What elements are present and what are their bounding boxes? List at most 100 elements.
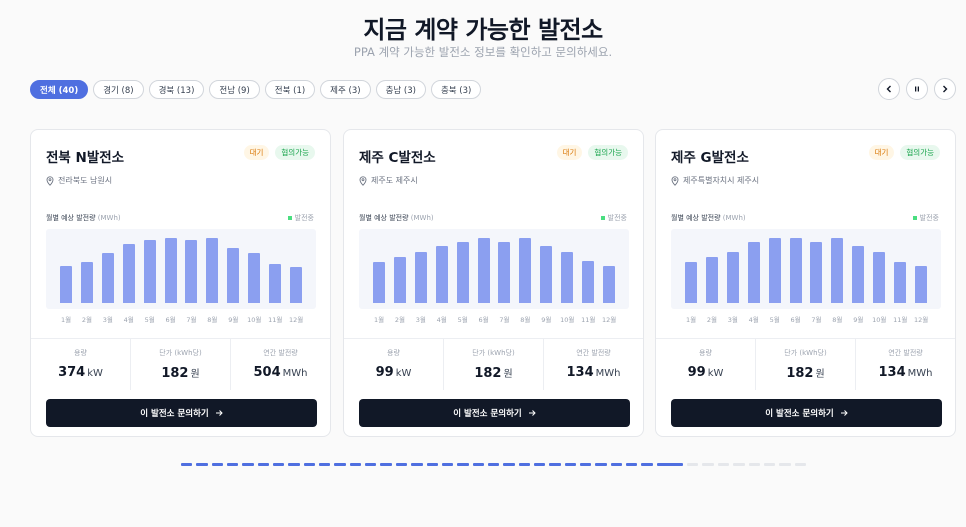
chart-bar-month-1	[373, 262, 385, 303]
month-label: 9월	[853, 316, 864, 324]
stat-annual: 연간 발전량 134 MWh	[544, 339, 643, 390]
progress-segment	[411, 463, 423, 466]
chart-bar-month-9	[852, 246, 865, 303]
filter-chip-all[interactable]: 전체 (40)	[30, 80, 89, 99]
carousel-prev-button[interactable]	[878, 78, 900, 100]
carousel-next-button[interactable]	[934, 78, 956, 100]
chart-bar-month-1	[60, 266, 72, 303]
plant-location: 전라북도 남원시	[46, 175, 112, 186]
filter-chip-chungbuk[interactable]: 충북 (3)	[430, 80, 482, 99]
chart-unit: (MWh)	[722, 214, 746, 222]
capacity-label: 용량	[74, 349, 87, 357]
chart-bar-month-2	[705, 257, 718, 303]
stat-capacity: 용량 99 kW	[344, 339, 444, 390]
progress-segment	[457, 463, 469, 466]
chart-bar-month-6	[477, 238, 490, 303]
chart-label: 월별 예상 발전량 (MWh)	[671, 213, 746, 223]
month-label: 8월	[832, 316, 843, 324]
progress-segment	[748, 463, 760, 466]
chart-bar-month-12	[602, 266, 615, 303]
plant-badges: 대기 협의가능	[556, 145, 628, 160]
chart-bar-month-10	[873, 252, 886, 303]
card-divider	[344, 338, 643, 339]
month-label: 10월	[560, 316, 575, 324]
plant-card: 제주 G발전소 대기 협의가능 제주특별자치시 제주시 월별 예상 발전량 (M…	[655, 129, 956, 437]
filter-chip-gyeongbuk[interactable]: 경북 (13)	[148, 80, 205, 99]
arrow-right-icon	[215, 410, 223, 416]
chart-bar-month-3	[101, 253, 114, 303]
month-label: 4월	[436, 316, 447, 324]
inquiry-button[interactable]: 이 발전소 문의하기	[46, 399, 317, 427]
chart-bar-month-6	[164, 238, 177, 303]
location-pin-icon	[671, 175, 679, 186]
arrow-right-icon	[840, 410, 848, 416]
status-badge: 대기	[556, 145, 583, 160]
month-label: 5월	[457, 316, 468, 324]
month-label: 9월	[228, 316, 239, 324]
plant-badges: 대기 협의가능	[243, 145, 315, 160]
chart-bar-month-2	[80, 262, 93, 303]
annual-value: 504	[253, 365, 281, 380]
month-axis: 1월 2월 3월 4월 5월 6월 7월 8월 9월 10월 11월 12월	[46, 314, 316, 324]
filter-chip-jeju[interactable]: 제주 (3)	[320, 80, 371, 99]
month-label: 8월	[520, 316, 531, 324]
location-text: 제주특별자치시 제주시	[683, 176, 760, 185]
month-label: 1월	[373, 316, 385, 324]
month-label: 4월	[123, 316, 134, 324]
progress-segment	[227, 463, 239, 466]
chart-bar-month-10	[561, 252, 574, 303]
chart-bar-month-12	[914, 266, 927, 303]
filter-chip-chungnam[interactable]: 충남 (3)	[375, 80, 426, 99]
progress-segment	[763, 463, 776, 466]
inquiry-button[interactable]: 이 발전소 문의하기	[359, 399, 630, 427]
progress-segment	[395, 463, 408, 466]
progress-segment	[257, 463, 270, 466]
month-label: 3월	[415, 316, 426, 324]
chart-bar-month-4	[435, 246, 448, 303]
carousel-pause-button[interactable]	[906, 78, 928, 100]
capacity-value: 99	[375, 365, 394, 380]
month-label: 12월	[913, 316, 929, 324]
month-label: 2월	[81, 316, 92, 324]
annual-label: 연간 발전량	[263, 349, 298, 357]
inquiry-button[interactable]: 이 발전소 문의하기	[671, 399, 942, 427]
month-label: 6월	[790, 316, 801, 324]
stat-price: 단가 (kWh당) 182 원	[756, 339, 856, 390]
filter-chip-gyeonggi[interactable]: 경기 (8)	[93, 80, 144, 99]
progress-segment	[625, 463, 638, 466]
progress-segment	[779, 463, 791, 466]
legend-dot	[912, 216, 917, 220]
progress-segment	[196, 463, 208, 466]
region-filter-bar: 전체 (40) 경기 (8) 경북 (13) 전남 (9) 전북 (1) 제주 …	[30, 80, 482, 99]
chart-bar-month-8	[519, 238, 532, 303]
stat-price: 단가 (kWh당) 182 원	[131, 339, 231, 390]
progress-segment	[656, 463, 684, 466]
month-label: 11월	[581, 316, 596, 324]
price-unit: 원	[815, 369, 825, 380]
chart-bar-month-7	[185, 240, 198, 303]
pause-icon	[915, 86, 919, 92]
plant-location: 제주도 제주시	[359, 175, 418, 186]
month-label: 2월	[706, 316, 717, 324]
filter-chip-jeonnam[interactable]: 전남 (9)	[209, 80, 260, 99]
month-label: 5월	[144, 316, 155, 324]
month-axis: 1월 2월 3월 4월 5월 6월 7월 8월 9월 10월 11월 12월	[671, 314, 941, 324]
chart-unit: (MWh)	[410, 214, 434, 222]
page-title: 지금 계약 가능한 발전소	[363, 16, 603, 44]
location-text: 전라북도 남원시	[58, 176, 113, 185]
progress-segment	[349, 463, 362, 466]
progress-segment	[380, 463, 392, 466]
progress-segment	[211, 463, 224, 466]
chart-bar-month-3	[414, 252, 427, 303]
month-label: 10월	[872, 316, 887, 324]
annual-value: 134	[566, 365, 594, 380]
month-axis: 1월 2월 3월 4월 5월 6월 7월 8월 9월 10월 11월 12월	[359, 314, 629, 324]
filter-chip-jeonbuk[interactable]: 전북 (1)	[264, 80, 316, 99]
progress-segment	[487, 463, 500, 466]
month-label: 11월	[268, 316, 283, 324]
chart-bar-month-3	[726, 252, 739, 303]
month-label: 12월	[288, 316, 304, 324]
chart-bar-month-9	[227, 248, 240, 303]
chart-bar-month-9	[540, 246, 553, 303]
month-label: 4월	[748, 316, 759, 324]
